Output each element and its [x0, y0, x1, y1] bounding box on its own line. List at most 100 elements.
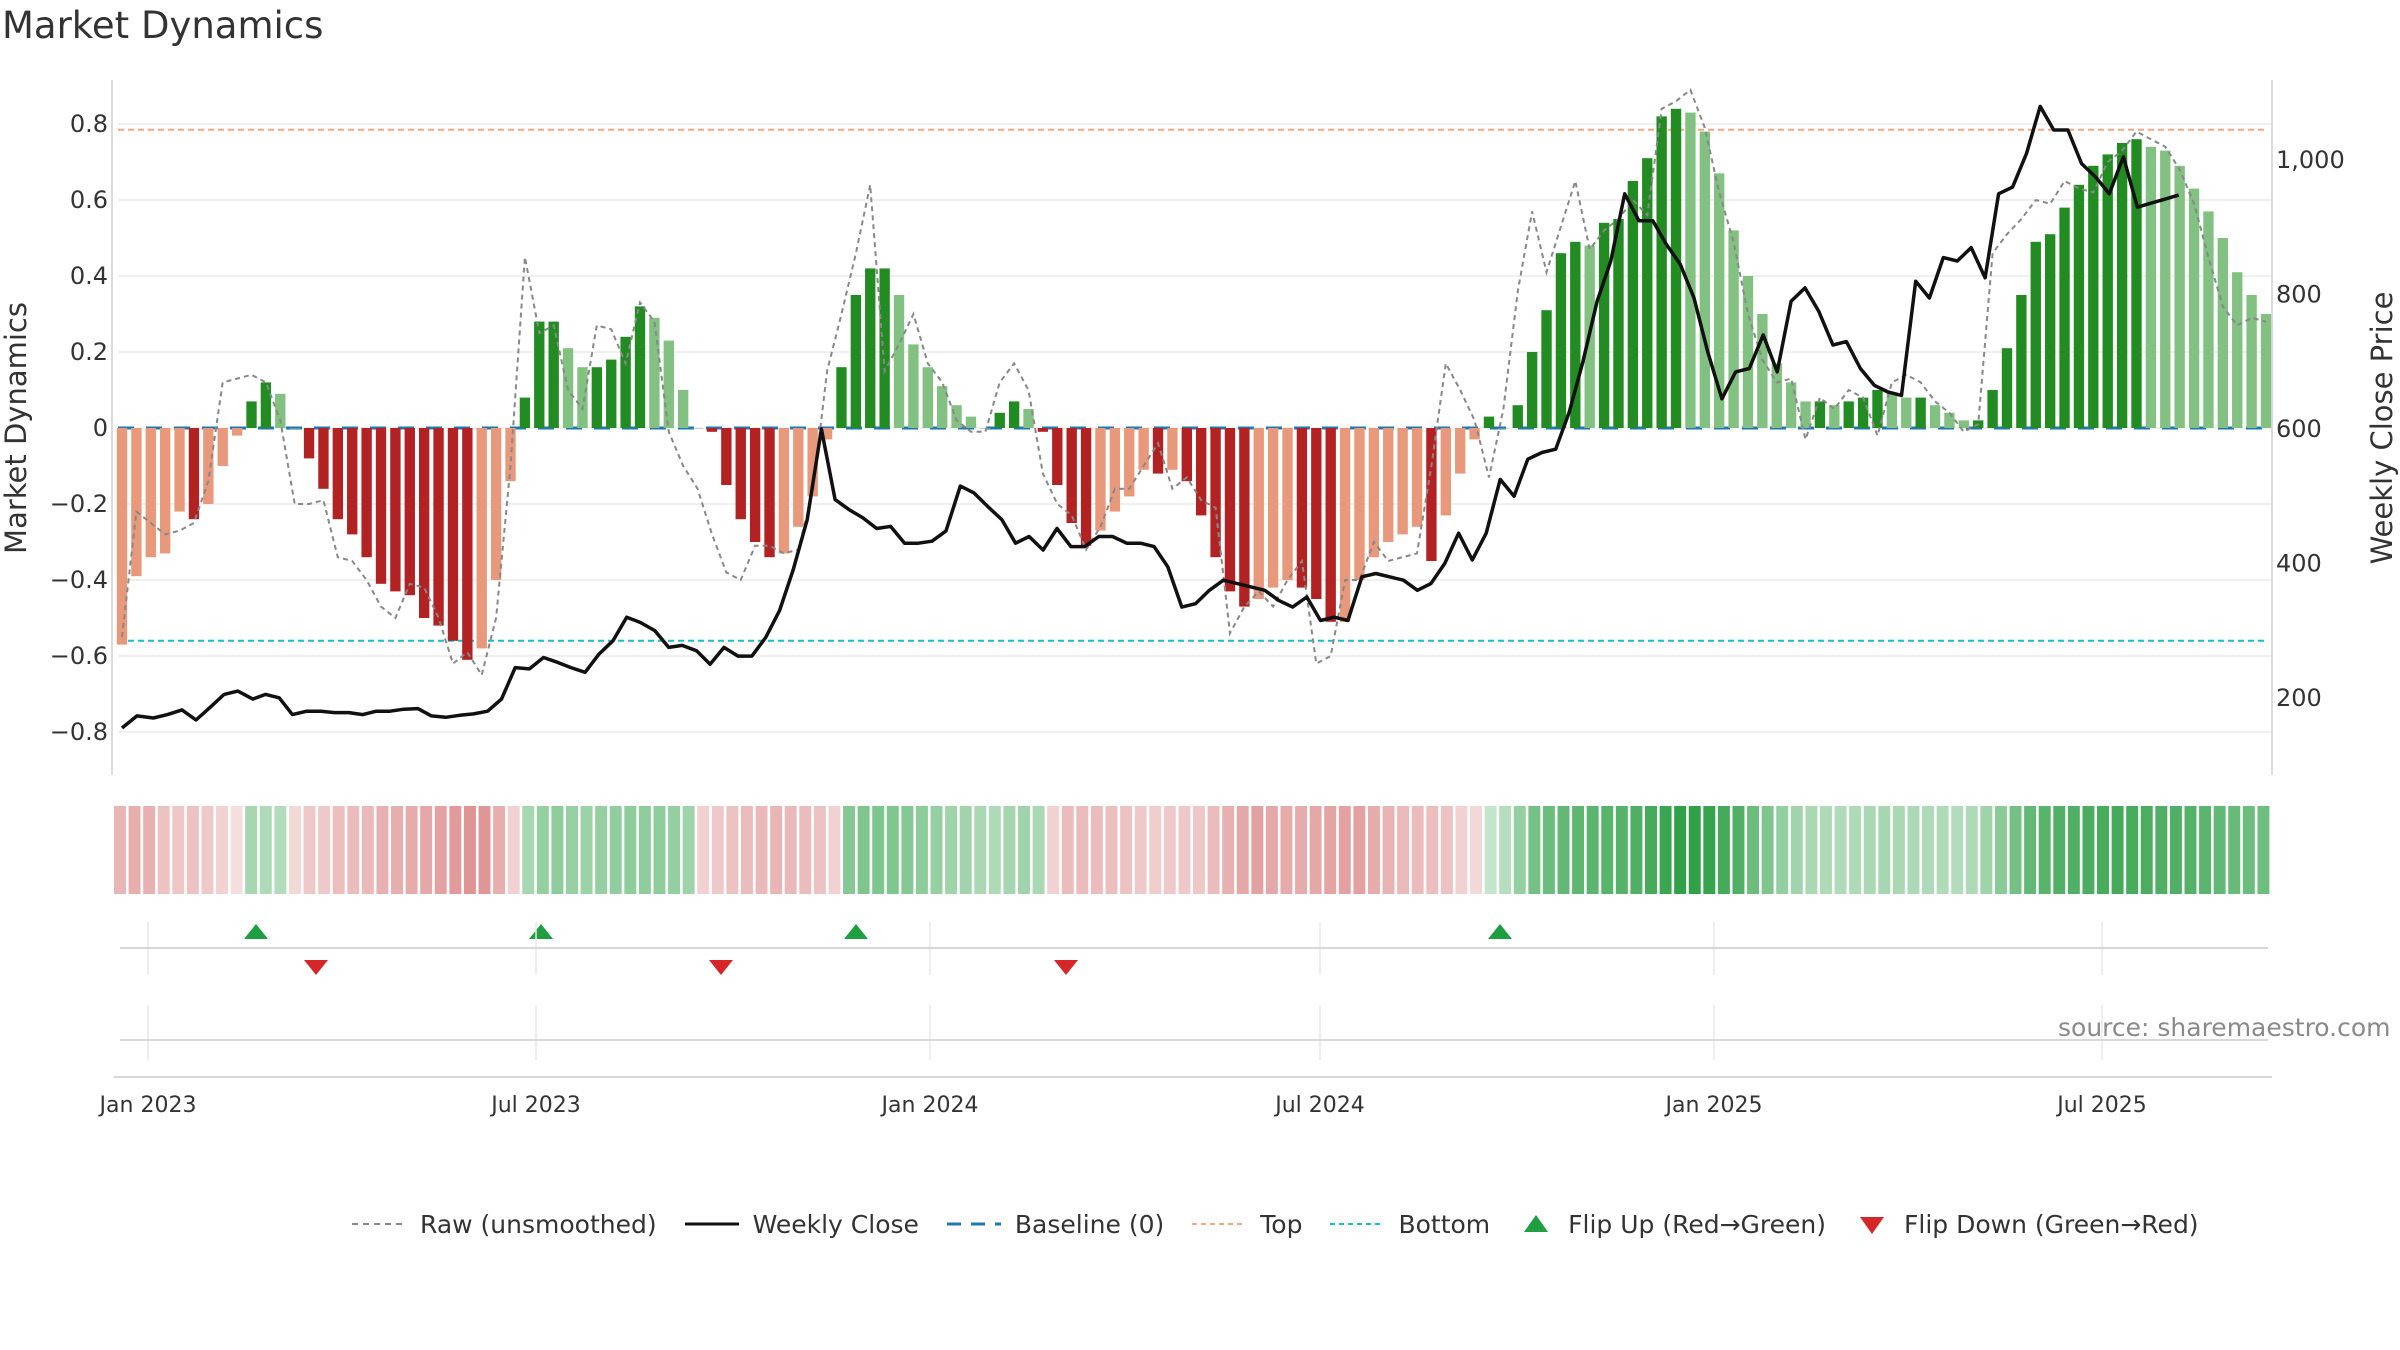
md-bar — [1526, 352, 1538, 428]
regime-cell — [303, 806, 316, 894]
regime-cell — [770, 806, 783, 894]
md-bar — [447, 428, 459, 641]
regime-cell — [1484, 806, 1497, 894]
regime-cell — [201, 806, 214, 894]
md-bar — [2174, 165, 2185, 429]
regime-cell — [1688, 806, 1701, 894]
md-bar — [721, 428, 732, 485]
regime-cell — [1819, 806, 1832, 894]
md-bar — [548, 321, 559, 428]
flip-up-icon — [1524, 1215, 1549, 1232]
y-tick-label: 0.2 — [70, 338, 108, 366]
regime-cell — [1805, 806, 1818, 894]
md-bar — [1354, 428, 1365, 580]
md-bar — [1311, 428, 1322, 599]
regime-cell — [536, 806, 549, 894]
md-bar — [1685, 112, 1696, 428]
md-bar — [1224, 428, 1236, 592]
md-bar — [289, 428, 300, 429]
x-tick-label: Jul 2023 — [489, 1093, 581, 1118]
md-bar — [1929, 405, 1941, 428]
md-bar — [850, 295, 862, 428]
md-bar — [1080, 428, 1092, 546]
regime-cell — [1193, 806, 1205, 894]
md-bar — [793, 428, 804, 527]
flip-down-marker — [304, 960, 328, 975]
y-tick-label: 0.8 — [70, 110, 108, 138]
regime-cell — [668, 806, 681, 894]
md-bar — [2030, 241, 2041, 428]
md-bar — [275, 393, 286, 428]
md-bar — [1613, 219, 1624, 428]
regime-cell — [347, 806, 360, 894]
legend-raw-swatch — [352, 1223, 406, 1225]
regime-cell — [143, 806, 156, 894]
y-tick-label: −0.8 — [50, 718, 108, 746]
regime-cell — [843, 806, 856, 894]
x-tick-label: Jan 2024 — [880, 1093, 979, 1118]
legend-bottom-label: Bottom — [1398, 1209, 1491, 1239]
regime-cell — [1936, 806, 1949, 894]
regime-cell — [1353, 806, 1366, 894]
md-bar — [2188, 188, 2200, 428]
md-bar — [2232, 272, 2243, 428]
regime-cell — [1120, 806, 1133, 894]
flip-down-marker — [1054, 960, 1078, 975]
regime-cell — [157, 806, 170, 894]
md-bar — [1397, 428, 1408, 535]
regime-cell — [915, 806, 928, 894]
md-bar — [1008, 401, 1020, 428]
regime-cell — [624, 806, 637, 894]
regime-cell — [2242, 806, 2255, 894]
regime-cell — [1513, 806, 1526, 894]
legend-close-swatch — [684, 1222, 739, 1226]
regime-cell — [1426, 806, 1439, 894]
y2-axis-label: Weekly Close Price — [2365, 292, 2399, 565]
x-axis: Jan 2023 Jul 2023 Jan 2024 Jul 2024 Jan 2025… — [98, 922, 2272, 1118]
md-bar — [778, 428, 790, 554]
regime-cell — [1849, 806, 1862, 894]
md-bar — [1829, 405, 1840, 428]
md-bar — [922, 367, 933, 428]
regime-cell — [1047, 806, 1060, 894]
md-bar — [519, 397, 531, 428]
md-bar — [361, 428, 372, 558]
md-bar — [1196, 428, 1207, 516]
md-bar — [634, 306, 646, 428]
regime-cell — [318, 806, 331, 894]
regime-cell — [449, 806, 462, 894]
md-bar — [836, 367, 847, 428]
md-bar — [2260, 314, 2272, 428]
regime-cell — [1149, 806, 1162, 894]
md-bar — [1469, 428, 1480, 440]
regime-cell — [1659, 806, 1672, 894]
legend-close-label: Weekly Close — [752, 1209, 919, 1239]
md-bar — [620, 336, 631, 428]
regime-cell — [391, 806, 403, 894]
md-bar — [1944, 412, 1955, 428]
regime-cell — [1251, 806, 1264, 894]
regime-cell — [128, 806, 141, 894]
regime-cell — [1601, 806, 1614, 894]
flip-down-marker — [709, 960, 733, 975]
md-bar — [1124, 428, 1135, 497]
regime-cell — [434, 806, 447, 894]
md-bar — [2203, 211, 2214, 428]
regime-cell — [945, 806, 958, 894]
regime-cell — [2009, 806, 2022, 894]
regime-cell — [1032, 806, 1045, 894]
md-bar — [1642, 158, 1653, 428]
regime-cell — [1018, 806, 1030, 894]
md-bar — [2059, 207, 2070, 428]
md-bar — [678, 390, 689, 428]
md-bar — [390, 428, 401, 592]
md-bar — [2073, 184, 2085, 428]
regime-cell — [1630, 806, 1643, 894]
md-bar — [807, 428, 818, 497]
regime-cell — [2257, 806, 2270, 894]
md-bar — [231, 428, 243, 436]
regime-cell — [245, 806, 258, 894]
md-bar — [1915, 397, 1926, 428]
regime-cell — [711, 806, 724, 894]
regime-cell — [1717, 806, 1730, 894]
